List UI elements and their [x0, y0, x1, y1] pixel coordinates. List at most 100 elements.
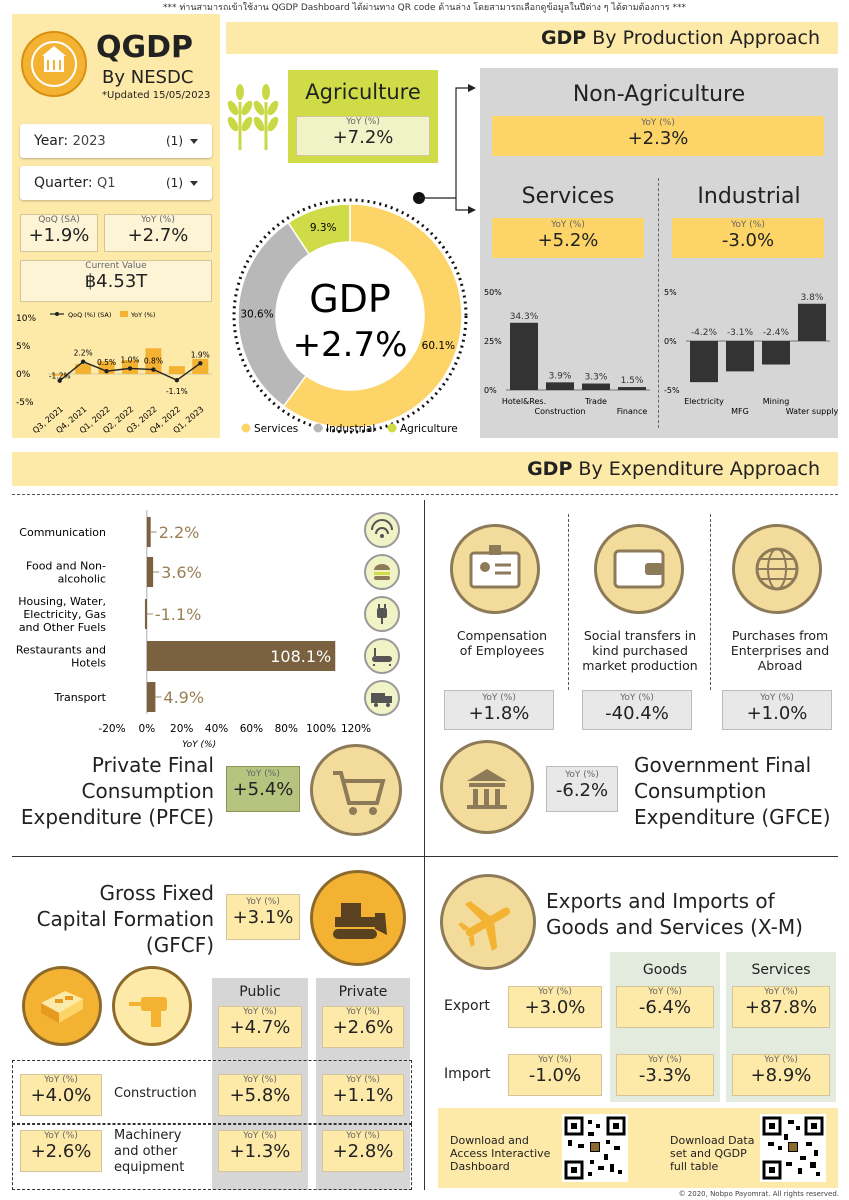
id-card-icon — [450, 524, 540, 614]
gfcf-public-yoy-kpi: YoY (%) +4.7% — [218, 1006, 302, 1048]
gfce-title-line-2: Consumption — [634, 779, 767, 803]
bar — [146, 557, 154, 587]
gfce-item-yoy-kpi: YoY (%) -40.4% — [582, 690, 692, 730]
download-dataset-line-3: full table — [670, 1160, 719, 1173]
download-dashboard-link[interactable]: Download and Access Interactive Dashboar… — [450, 1134, 550, 1173]
donut-slice-label: 9.3% — [310, 222, 337, 234]
qoq-data-label: -1.1% — [166, 387, 188, 396]
legend-label: Services — [254, 423, 298, 435]
pfce-title-line-2: Consumption — [81, 779, 214, 803]
gfce-item-label: Social transfers in kind purchased marke… — [574, 628, 706, 673]
gfcf-title-line-2: Capital Formation — [36, 907, 214, 931]
import-yoy-label: YoY (%) — [538, 1055, 572, 1065]
machinery-label-2: and other — [114, 1144, 178, 1159]
machinery-yoy-label: YoY (%) — [44, 1131, 78, 1141]
construction-yoy-label: YoY (%) — [44, 1075, 78, 1085]
bar — [726, 341, 754, 372]
bar-data-label: -2.4% — [763, 328, 790, 338]
bar-data-label: 3.8% — [801, 293, 824, 303]
gfce-item-label-1: Social transfers in — [583, 628, 697, 643]
expenditure-title-rest: By Expenditure Approach — [572, 458, 820, 480]
gdp-center-label: GDP — [309, 277, 391, 321]
qoq-label: QoQ (SA) — [38, 215, 80, 225]
qoq-data-label: 0.5% — [97, 358, 116, 367]
chevron-down-icon — [190, 181, 198, 186]
yoy-label: YoY (%) — [141, 215, 175, 225]
yoy-bar — [168, 366, 185, 374]
services-column-label: Services — [751, 962, 811, 978]
legend-yoy-swatch — [120, 311, 128, 317]
donut-slice-label: 30.6% — [240, 309, 273, 321]
qoq-data-label: 2.2% — [74, 349, 93, 358]
qr-code-dashboard-icon[interactable] — [562, 1114, 628, 1182]
agriculture-yoy: +7.2% — [332, 127, 394, 148]
qoq-point — [80, 359, 86, 364]
qoq-value: +1.9% — [28, 225, 90, 246]
bar — [582, 383, 610, 390]
expenditure-title-bold: GDP — [527, 458, 573, 480]
gfcf-yoy-label: YoY (%) — [246, 897, 280, 907]
export-services-yoy: +87.8% — [744, 997, 818, 1018]
bar — [546, 382, 574, 390]
yoy-kpi: YoY (%) +2.7% — [104, 214, 212, 252]
qr-code-dataset-icon[interactable] — [760, 1114, 826, 1182]
x-tick-label: 60% — [240, 723, 263, 735]
bar — [144, 599, 147, 629]
bulldozer-icon — [310, 870, 406, 966]
current-value-label: Current Value — [85, 261, 147, 271]
y-tick-label: -5% — [664, 386, 680, 395]
year-select[interactable]: Year: 2023 (1) — [20, 124, 212, 158]
y-tick-label: -5% — [16, 398, 34, 408]
construction-private-label: YoY (%) — [346, 1075, 380, 1085]
chevron-down-icon — [190, 139, 198, 144]
export-goods-label: YoY (%) — [648, 987, 682, 997]
gfcf-private-yoy-kpi: YoY (%) +2.6% — [322, 1006, 404, 1048]
download-dashboard-line-3: Dashboard — [450, 1160, 510, 1173]
qoq-point — [151, 367, 156, 372]
y-tick-label: 0% — [484, 386, 497, 395]
app-subtitle: By NESDC — [102, 67, 194, 88]
non-agriculture-yoy-kpi: YoY (%) +2.3% — [492, 116, 824, 156]
industrial-bar-chart: 5% 0% -5% -4.2% Electricity -3.1% MFG -2.4% Mini… — [664, 288, 838, 416]
x-tick-label: Hotel&Res. — [502, 397, 546, 406]
import-label: Import — [444, 1066, 491, 1082]
qoq-point — [127, 366, 133, 371]
quarter-label: Quarter: — [34, 175, 93, 191]
x-tick-label: Mining — [763, 397, 790, 406]
machinery-public-label: YoY (%) — [243, 1131, 277, 1141]
top-notice: *** ท่านสามารถเข้าใช้งาน QGDP Dashboard … — [163, 3, 686, 13]
gfce-divider-1 — [568, 514, 569, 690]
legend-marker — [387, 423, 397, 433]
footer-copyright: © 2020, Nobpo Payomrat. All rights reser… — [678, 1190, 839, 1198]
gfcf-yoy-kpi: YoY (%) +3.1% — [226, 894, 300, 940]
qoq-data-label: 1.0% — [120, 355, 139, 364]
download-dataset-link[interactable]: Download Data set and QGDP full table — [670, 1134, 754, 1173]
bathtub-icon — [364, 638, 400, 674]
qoq-data-label: 0.8% — [144, 357, 163, 366]
gfcf-private-yoy: +2.6% — [332, 1017, 394, 1038]
construction-public-yoy: +5.8% — [229, 1085, 291, 1106]
expenditure-vertical-divider — [424, 500, 425, 1190]
gfce-divider-2 — [710, 514, 711, 690]
x-tick-label: 80% — [275, 723, 298, 735]
import-services-kpi: YoY (%) +8.9% — [732, 1054, 830, 1096]
quarter-select[interactable]: Quarter: Q1 (1) — [20, 166, 212, 200]
machinery-yoy-kpi: YoY (%) +2.6% — [20, 1130, 102, 1172]
gfce-item-yoy-label: YoY (%) — [620, 693, 654, 703]
export-yoy-label: YoY (%) — [538, 987, 572, 997]
category-label: Transport — [53, 691, 106, 704]
wheat-icon — [224, 82, 284, 152]
shopping-cart-icon — [310, 744, 402, 836]
gfce-item-yoy-kpi: YoY (%) +1.8% — [444, 690, 554, 730]
government-building-icon — [440, 740, 534, 834]
year-value: 2023 — [72, 134, 106, 149]
legend-qoq-marker — [55, 312, 59, 316]
export-services-label: YoY (%) — [764, 987, 798, 997]
public-label: Public — [239, 984, 281, 1000]
machinery-row — [12, 1124, 412, 1190]
brick-icon — [22, 966, 102, 1046]
truck-icon — [364, 680, 400, 716]
connector-arrows — [413, 84, 476, 214]
yoy-bar — [51, 374, 68, 376]
construction-public-label: YoY (%) — [243, 1075, 277, 1085]
